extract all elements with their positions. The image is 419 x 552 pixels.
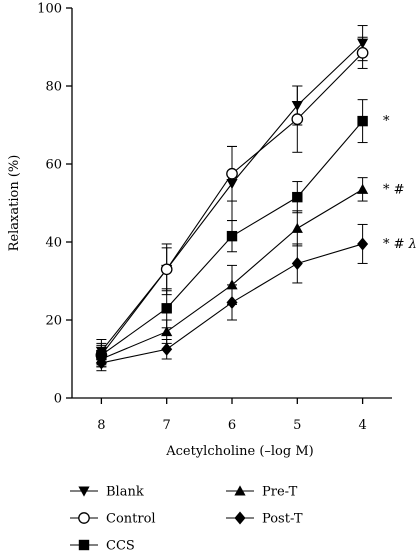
data-point bbox=[161, 326, 173, 337]
data-point bbox=[356, 46, 369, 59]
data-point bbox=[357, 115, 368, 127]
data-point bbox=[291, 222, 303, 233]
y-tick-label: 60 bbox=[45, 158, 62, 173]
legend-label: CCS bbox=[106, 539, 135, 552]
data-point bbox=[226, 279, 238, 290]
y-tick-label: 40 bbox=[45, 236, 62, 251]
legend-item-post-t: Post-T bbox=[226, 511, 303, 527]
legend-marker bbox=[234, 511, 246, 525]
y-tick-label: 20 bbox=[45, 314, 62, 329]
x-tick-label: 6 bbox=[228, 418, 236, 433]
legend-label: Pre-T bbox=[262, 485, 298, 500]
legend-item-control: Control bbox=[70, 512, 156, 527]
x-tick-label: 4 bbox=[358, 418, 366, 433]
plot-area: * * # * # λ bbox=[95, 25, 417, 372]
series-post-t: * # λ bbox=[95, 223, 417, 372]
data-point bbox=[291, 256, 303, 270]
legend-marker bbox=[78, 539, 90, 551]
y-tick-label: 0 bbox=[54, 392, 62, 407]
significance-annotation: * # bbox=[383, 182, 405, 197]
significance-annotation: * # λ bbox=[383, 237, 417, 252]
data-point bbox=[161, 303, 172, 314]
data-point bbox=[357, 183, 369, 194]
x-tick-label: 5 bbox=[293, 418, 301, 433]
x-tick-label: 7 bbox=[163, 418, 171, 433]
data-point bbox=[292, 191, 303, 203]
legend-label: Post-T bbox=[262, 512, 303, 527]
data-point bbox=[95, 356, 107, 370]
chart-axes: 0 20 40 60 80 100 8 7 6 5 4 Acetylcholine (–log M) R… bbox=[7, 2, 392, 459]
series-ccs: * bbox=[96, 99, 390, 366]
y-tick-label: 100 bbox=[37, 2, 62, 17]
data-point bbox=[291, 113, 304, 126]
series-pre-t: * # bbox=[95, 177, 405, 368]
data-point bbox=[226, 167, 238, 180]
y-tick-label: 80 bbox=[45, 80, 62, 95]
legend-item-pre-t: Pre-T bbox=[226, 485, 298, 500]
data-point bbox=[161, 342, 173, 356]
legend-label: Blank bbox=[106, 485, 144, 500]
legend-label: Control bbox=[106, 512, 156, 527]
x-tick-label: 8 bbox=[97, 418, 105, 433]
y-axis-title: Relaxation (%) bbox=[7, 155, 22, 252]
x-axis-title: Acetylcholine (–log M) bbox=[165, 444, 313, 459]
legend-marker bbox=[78, 486, 90, 497]
data-point bbox=[357, 237, 369, 251]
legend-marker bbox=[78, 512, 90, 524]
legend: Blank Control CCS Pre-T Post-T bbox=[70, 485, 303, 552]
legend-marker bbox=[234, 485, 246, 496]
significance-annotation: * bbox=[383, 114, 390, 129]
data-point bbox=[160, 263, 173, 276]
data-point bbox=[226, 230, 238, 242]
legend-item-ccs: CCS bbox=[70, 539, 135, 552]
data-point bbox=[226, 295, 238, 309]
legend-item-blank: Blank bbox=[70, 485, 144, 500]
